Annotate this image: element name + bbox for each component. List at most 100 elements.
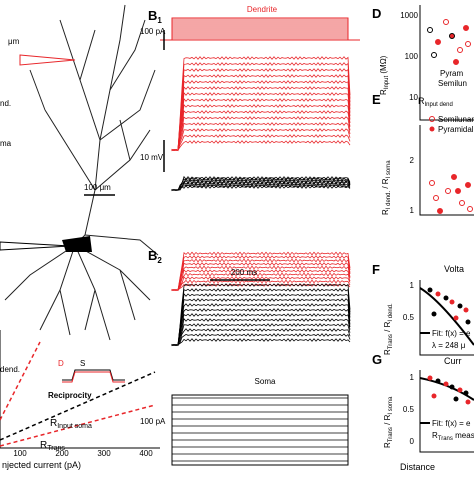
panel-label: G [372,352,382,367]
dendrite [44,109,96,191]
tick: 200 [55,449,69,458]
tick: 100 [405,52,419,61]
dendrite [109,19,146,91]
panel-title: Volta [444,264,464,274]
trace [171,175,351,191]
axis [419,125,474,216]
dot [427,27,433,33]
stim-box [171,17,349,41]
dot [453,315,459,321]
trace [171,97,351,151]
legend: RTrans measur [432,431,474,442]
dendrite [74,244,111,341]
dot [463,307,469,313]
trace [62,369,125,381]
dot [427,375,433,381]
trace [171,303,351,346]
trace [171,91,351,151]
legend: λ = 248 μ [432,341,466,350]
dot [431,52,437,58]
electrode [0,241,71,251]
side-label: nd. [0,99,11,108]
label: RInput soma [50,418,92,430]
dot [449,384,455,390]
trace [171,265,351,291]
trace [171,292,351,346]
panel-label: B2 [148,248,162,265]
dendrite [84,234,159,256]
dot [437,208,443,214]
dot [429,180,435,186]
trend [0,371,156,441]
tick: 400 [139,449,153,458]
scale-label: 200 ms [231,268,257,277]
trend [0,341,41,421]
dot [443,295,449,301]
dendrite [74,244,151,301]
dot [457,303,463,309]
trace [171,68,351,152]
label: D [58,359,64,368]
trace [171,298,351,346]
axis-label: RInput (MΩ) [379,55,390,95]
soma [62,236,92,252]
trace [171,258,351,292]
legend-dot [429,126,435,132]
stim-box [171,394,349,466]
panel-title: Curr [444,356,462,366]
panel-label: F [372,262,380,277]
trace [171,110,351,152]
trace [62,371,125,383]
label: dend. [0,365,20,374]
tick: 1 [410,206,415,215]
trace [171,328,351,346]
legend: Pyramidal [438,125,474,134]
dot [435,39,441,45]
legend: Pyram [440,69,463,78]
label: Reciprocity [48,391,92,400]
trace [171,80,351,151]
dendrite [84,289,96,331]
tick: 10 [409,93,418,102]
panel-title: RInput dend [418,96,453,108]
axis [419,5,474,121]
trace [171,140,351,151]
dot [455,188,461,194]
axis [0,330,160,449]
tick: 1 [410,281,415,290]
dendrite [99,69,156,141]
trace [171,317,351,346]
panel-label: E [372,92,381,107]
trace [171,56,351,152]
dot [449,299,455,305]
trace [171,122,351,152]
trace [171,308,351,346]
fit [419,377,474,401]
dot [453,59,459,65]
axis [419,370,474,453]
dot [451,174,457,180]
scale-label: μm [8,37,20,46]
dot [445,188,451,194]
dot [465,399,471,405]
axis-label: njected current (pA) [2,460,81,470]
dendrite [29,69,46,111]
dot [459,200,465,206]
panel-label: B1 [148,8,162,25]
trace [171,116,351,152]
dot [465,319,471,325]
dendrite [59,289,71,336]
dot [435,378,441,384]
trace [171,269,351,292]
dot [463,390,469,396]
dot [465,41,471,47]
axis-label: Distance [400,462,435,472]
stim-label: Soma [255,377,276,386]
axis-label: RTrans / RI dend. [383,303,394,355]
trace [171,262,351,292]
trace [171,62,351,152]
dendrite [119,119,131,161]
trace [171,333,351,346]
tick: 0.5 [403,313,415,322]
